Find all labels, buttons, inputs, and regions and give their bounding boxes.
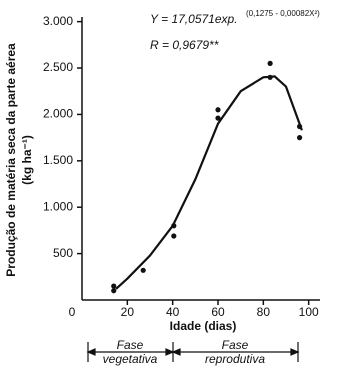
x-tick-label: 0 xyxy=(69,305,76,319)
data-point xyxy=(297,123,303,130)
data-point xyxy=(111,288,117,294)
y-tick-label: 1.000 xyxy=(43,199,73,213)
y-tick-label: 2.000 xyxy=(43,107,73,121)
fit-curve xyxy=(115,75,303,290)
x-tick-label: 40 xyxy=(166,305,180,319)
data-point xyxy=(297,135,303,141)
y-axis-unit: (kg ha⁻¹) xyxy=(20,135,34,185)
x-tick-label: 20 xyxy=(121,305,135,319)
phase-arrows xyxy=(86,342,300,362)
y-tick-label: 2.500 xyxy=(43,60,73,74)
phase-label: Fase xyxy=(117,338,144,352)
data-point xyxy=(215,107,221,113)
phase-label: reprodutiva xyxy=(205,352,265,366)
data-point xyxy=(140,267,146,273)
data-point xyxy=(215,115,221,121)
r-value: R = 0,9679** xyxy=(150,38,219,52)
phase-label: vegetativa xyxy=(103,352,158,366)
y-tick-label: 500 xyxy=(53,246,73,260)
data-point xyxy=(267,60,273,66)
x-tick-label: 80 xyxy=(257,305,271,319)
data-point xyxy=(111,283,117,289)
data-point xyxy=(267,74,273,80)
y-axis-label: Produção de matéria seca da parte aérea xyxy=(4,43,18,277)
y-tick-label: 1.500 xyxy=(43,153,73,167)
equation: Y = 17,0571exp. xyxy=(150,12,238,26)
equation-exponent: (0,1275 - 0,00082X²) xyxy=(246,9,320,18)
x-tick-label: 60 xyxy=(211,305,225,319)
x-axis-label: Idade (dias) xyxy=(170,319,237,333)
data-point xyxy=(171,223,177,229)
x-tick-label: 100 xyxy=(299,305,319,319)
y-tick-label: 3.000 xyxy=(43,14,73,28)
phase-label: Fase xyxy=(222,338,249,352)
data-point xyxy=(171,233,177,239)
